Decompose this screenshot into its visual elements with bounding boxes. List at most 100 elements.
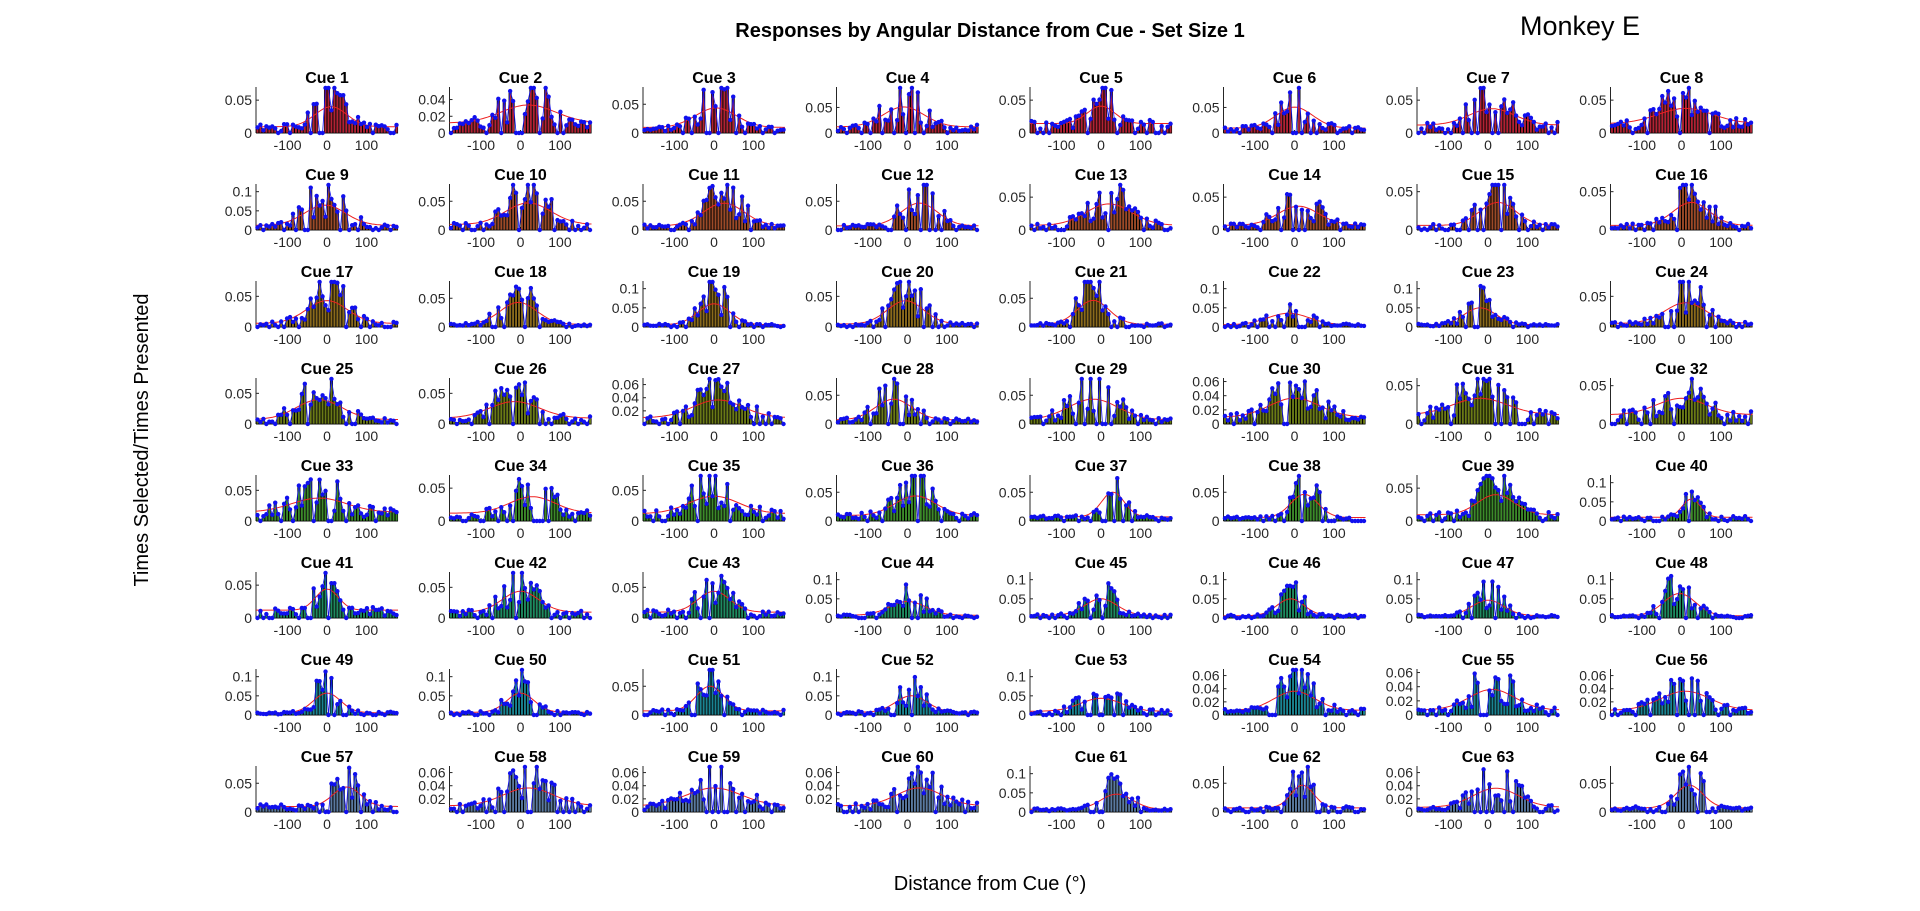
data-point (493, 509, 498, 514)
data-point (287, 130, 293, 136)
histogram-bar (493, 117, 497, 134)
data-point (1314, 130, 1319, 136)
data-point (877, 510, 882, 515)
data-point (1522, 501, 1528, 507)
data-point (1683, 396, 1689, 401)
data-point (1055, 413, 1061, 418)
data-point (859, 130, 864, 136)
data-point (912, 211, 918, 217)
data-point (561, 321, 566, 327)
histogram-bar (910, 295, 914, 328)
data-point (290, 211, 296, 217)
data-point (478, 323, 483, 328)
data-point (1484, 605, 1489, 611)
data-point (543, 197, 548, 202)
data-point (311, 214, 316, 220)
histogram-bar (323, 87, 328, 134)
data-point (332, 396, 337, 402)
data-point (575, 123, 581, 129)
x-tick-label: 100 (355, 234, 379, 250)
y-tick-label: 0.05 (999, 484, 1026, 500)
data-point (886, 421, 891, 427)
data-point (1522, 321, 1528, 327)
x-tick-label: -100 (467, 622, 495, 638)
y-tick-label: 0.05 (805, 288, 832, 304)
data-point (1352, 221, 1358, 226)
data-point (1707, 204, 1712, 210)
data-point (722, 503, 727, 509)
x-tick-label: 0 (517, 331, 525, 347)
data-point (258, 223, 263, 228)
x-tick-label: -100 (661, 525, 689, 541)
data-point (1499, 498, 1504, 504)
data-point (912, 130, 918, 136)
data-point (1287, 380, 1293, 385)
data-point (1463, 216, 1469, 221)
data-point (1281, 324, 1287, 330)
data-point (877, 317, 882, 323)
data-point (320, 492, 325, 497)
histogram-bar (895, 383, 899, 425)
data-point (1332, 615, 1337, 621)
x-tick-label: 100 (1516, 428, 1540, 444)
data-point (1073, 609, 1079, 614)
x-tick-label: 0 (1484, 525, 1492, 541)
data-point (1299, 518, 1305, 524)
data-point (939, 420, 944, 425)
y-tick-label: 0.05 (612, 482, 639, 498)
data-point (1612, 421, 1618, 427)
data-point (341, 508, 346, 514)
data-point (1320, 405, 1325, 410)
data-point (1252, 122, 1257, 128)
data-point (1651, 604, 1656, 609)
data-point (909, 207, 915, 213)
histogram-bar (315, 397, 319, 425)
data-point (1070, 411, 1076, 416)
data-point (534, 583, 539, 588)
data-point (707, 376, 712, 382)
data-point (1425, 120, 1430, 126)
data-point (841, 126, 847, 132)
data-point (871, 324, 876, 330)
data-point (689, 130, 695, 136)
data-point (710, 493, 715, 499)
data-point (1222, 125, 1228, 130)
data-point (974, 227, 980, 233)
data-point (367, 224, 373, 230)
data-point (745, 203, 751, 208)
data-point (320, 294, 325, 299)
histogram-bar (323, 490, 328, 522)
data-point (674, 615, 680, 621)
data-point (642, 421, 647, 427)
data-point (290, 518, 296, 524)
data-point (945, 417, 950, 422)
x-tick-label: 0 (517, 234, 525, 250)
data-point (742, 130, 748, 136)
histogram-bar (535, 97, 539, 134)
data-point (1112, 413, 1117, 419)
data-point (1698, 105, 1703, 110)
data-point (1475, 487, 1480, 493)
y-tick-label: 0.05 (1579, 184, 1606, 200)
data-point (1308, 319, 1313, 325)
data-point (341, 92, 346, 98)
data-point (546, 94, 551, 99)
data-point (1162, 130, 1167, 136)
histogram-bar (329, 198, 333, 231)
data-point (463, 611, 468, 617)
data-point (1719, 215, 1724, 220)
data-point (1484, 201, 1489, 206)
data-point (692, 114, 697, 119)
data-point (1032, 119, 1037, 125)
data-point (1704, 606, 1709, 611)
y-tick-label: 0.05 (612, 579, 639, 595)
data-point (341, 194, 346, 199)
data-point (537, 227, 542, 233)
x-tick-label: -100 (854, 622, 882, 638)
histogram-bar (713, 105, 718, 134)
x-tick-label: -100 (1435, 331, 1463, 347)
data-point (1231, 421, 1237, 427)
